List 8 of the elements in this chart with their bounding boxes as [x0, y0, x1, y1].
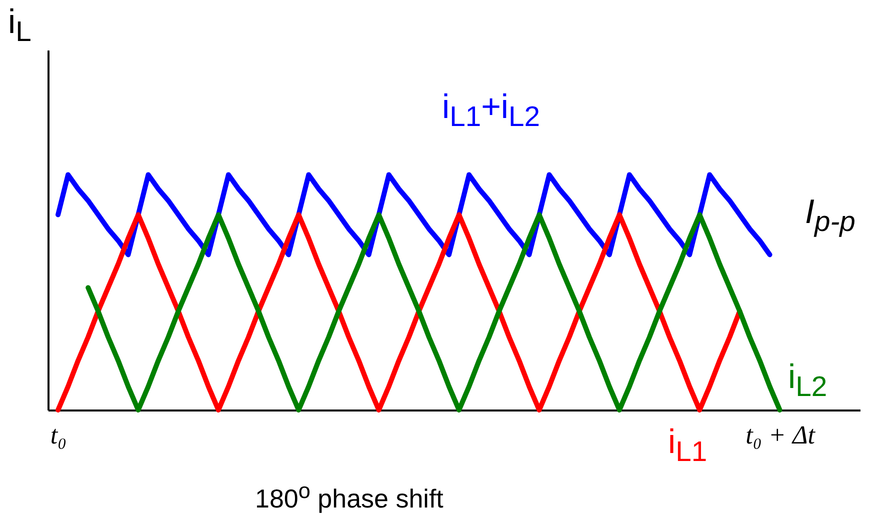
- annotation: I$_{p-p}$: [805, 193, 856, 238]
- series-label: i$_{L1}$+i$_{L2}$: [442, 88, 540, 133]
- series-label: i$_{L2}$: [788, 358, 828, 403]
- text: 180$^{o}$ phase shift: [255, 478, 444, 514]
- x-tick-label: t₀ + Δt: [746, 420, 816, 450]
- series-label: i$_{L1}$: [668, 423, 708, 468]
- y-axis-title: i$_{L}$: [8, 3, 32, 48]
- x-tick-label: t₀: [50, 420, 67, 450]
